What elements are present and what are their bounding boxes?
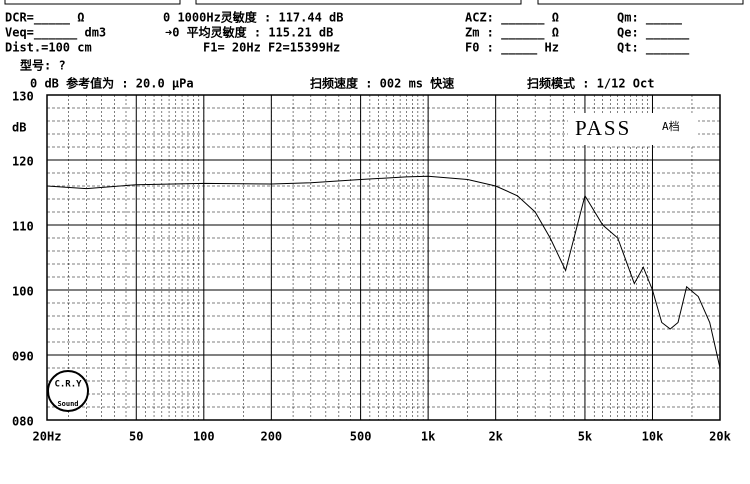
y-tick-label: 130 xyxy=(12,90,34,104)
x-tick-label: 50 xyxy=(129,430,143,444)
header-text: Dist.=100 cm xyxy=(5,41,92,55)
header-text: Qt: ______ xyxy=(617,41,690,56)
header-text: Qm: _____ xyxy=(617,11,683,26)
y-axis-label: dB xyxy=(12,121,26,135)
header-text: F0 : _____ Hz xyxy=(465,41,559,56)
header-text: 扫频模式 : 1/12 Oct xyxy=(527,76,654,91)
header-text: 型号: ? xyxy=(20,58,66,73)
logo: C.R.Y Sound xyxy=(47,370,89,412)
header-text: F1= 20Hz F2=15399Hz xyxy=(203,41,340,55)
header-text: 扫频速度 : 002 ms 快速 xyxy=(310,76,454,91)
frame xyxy=(195,0,522,5)
y-tick-label: 100 xyxy=(12,285,34,299)
x-tick-label: 500 xyxy=(350,430,372,444)
x-tick-label: 2k xyxy=(488,430,503,444)
header-text: DCR=_____ Ω xyxy=(5,11,84,26)
x-tick-label: 200 xyxy=(260,430,282,444)
logo-circle xyxy=(47,370,89,412)
status: PASS xyxy=(575,116,631,140)
status-note: A档 xyxy=(662,119,680,133)
y-tick-label: 120 xyxy=(12,155,34,169)
y-tick-label: 090 xyxy=(12,350,34,364)
header-text: ACZ: ______ Ω xyxy=(465,11,559,26)
logo-text: Sound xyxy=(57,400,78,408)
header-text: Qe: ______ xyxy=(617,26,690,41)
x-tick-label: 20k xyxy=(709,430,731,444)
plot-frame xyxy=(46,94,721,421)
x-tick-label: 10k xyxy=(642,430,664,444)
x-tick-label: 1k xyxy=(421,430,436,444)
x-tick-label: 100 xyxy=(193,430,215,444)
header-text: ➜0 平均灵敏度 : 115.21 dB xyxy=(165,25,333,40)
header-text: Veq=______ dm3 xyxy=(5,26,106,41)
header-text: 0 dB 参考值为 : 20.0 μPa xyxy=(30,76,194,91)
status-box xyxy=(568,113,698,145)
response-line xyxy=(46,175,721,369)
frame xyxy=(537,0,744,5)
x-tick-label: 5k xyxy=(578,430,593,444)
header-text: Zm : ______ Ω xyxy=(465,26,559,41)
y-tick-label: 110 xyxy=(12,220,34,234)
header-text: 0 1000Hz灵敏度 : 117.44 dB xyxy=(163,10,344,25)
frame xyxy=(4,0,181,5)
y-tick-label: 080 xyxy=(12,415,34,429)
x-tick-label: 20Hz xyxy=(33,430,62,444)
logo-text: C.R.Y xyxy=(54,380,82,390)
